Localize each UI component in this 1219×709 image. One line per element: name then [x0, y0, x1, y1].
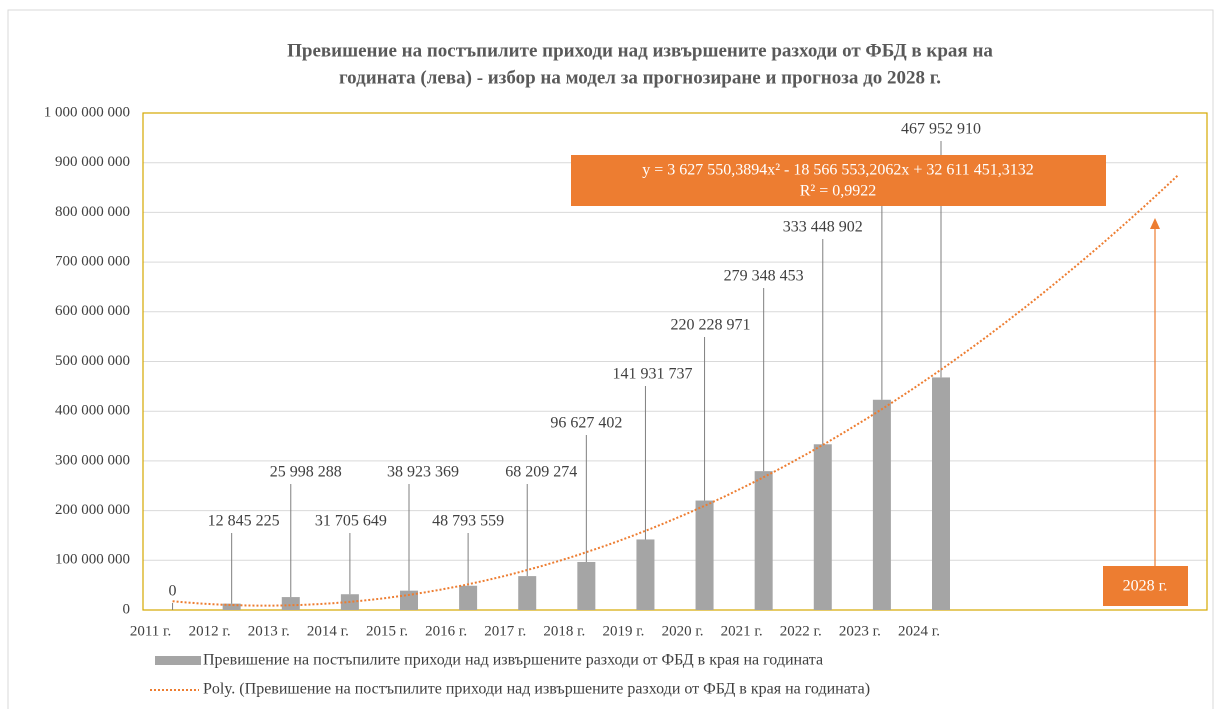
y-tick-label: 600 000 000: [55, 303, 130, 319]
data-label: 68 209 274: [505, 464, 577, 481]
x-tick-label: 2016 г.: [425, 623, 467, 639]
data-label: 31 705 649: [315, 513, 387, 530]
trendline: [172, 175, 1179, 607]
x-tick-label: 2015 г.: [366, 623, 408, 639]
y-tick-label: 800 000 000: [55, 204, 130, 220]
annotation-box: [1103, 566, 1188, 606]
equation-box: [571, 155, 1106, 206]
x-tick-label: 2013 г.: [248, 623, 290, 639]
data-label: 25 998 288: [270, 464, 342, 481]
bar: [813, 444, 832, 610]
x-tick-label: 2014 г.: [307, 623, 349, 639]
y-tick-label: 900 000 000: [55, 154, 130, 170]
data-label: 220 228 971: [671, 317, 751, 334]
x-tick-label: 2017 г.: [484, 623, 526, 639]
data-label: 0: [169, 583, 177, 600]
data-label: 96 627 402: [550, 415, 622, 432]
data-label: 467 952 910: [901, 121, 981, 138]
x-tick-label: 2019 г.: [602, 623, 644, 639]
x-tick-label: 2024 г.: [898, 623, 940, 639]
y-tick-label: 200 000 000: [55, 502, 130, 518]
data-label: 48 793 559: [432, 513, 504, 530]
x-tick-label: 2012 г.: [189, 623, 231, 639]
data-label: 141 931 737: [612, 366, 692, 383]
x-tick-label: 2020 г.: [662, 623, 704, 639]
trend-equation: y = 3 627 550,3894x² - 18 566 553,2062x …: [642, 162, 1034, 179]
annotation: 2028 г.: [1123, 578, 1168, 595]
x-tick-label: 2022 г.: [780, 623, 822, 639]
y-tick-label: 700 000 000: [55, 254, 130, 270]
bar: [872, 399, 891, 610]
bar: [222, 603, 241, 610]
bar: [459, 585, 478, 610]
y-tick-label: 400 000 000: [55, 403, 130, 419]
x-tick-label: 2021 г.: [721, 623, 763, 639]
bar: [754, 471, 773, 610]
trend-r2: R² = 0,9922: [800, 183, 877, 200]
x-tick-label: 2023 г.: [839, 623, 881, 639]
y-tick-label: 100 000 000: [55, 552, 130, 568]
chart-border: [7, 9, 1214, 709]
bar: [577, 561, 596, 610]
chart-title: годината (лева) - избор на модел за прог…: [339, 67, 941, 88]
legend-swatch: [155, 656, 201, 665]
plot-border: [142, 112, 1208, 611]
x-tick-label: 2018 г.: [543, 623, 585, 639]
data-label: 333 448 902: [783, 219, 863, 236]
bar: [695, 500, 714, 610]
legend-label: Poly. (Превишение на постъпилите приходи…: [203, 681, 870, 698]
y-tick-label: 500 000 000: [55, 353, 130, 369]
data-label: 12 845 225: [208, 513, 280, 530]
y-tick-label: 0: [123, 601, 131, 617]
y-tick-label: 300 000 000: [55, 452, 130, 468]
bar: [518, 576, 537, 610]
data-label: 279 348 453: [724, 268, 804, 285]
chart-title: Превишение на постъпилите приходи над из…: [287, 40, 993, 61]
y-tick-label: 1 000 000 000: [44, 104, 130, 120]
legend-label: Превишение на постъпилите приходи над из…: [203, 652, 823, 669]
bar: [281, 597, 300, 610]
bar: [636, 539, 655, 610]
arrow-head: [1150, 218, 1160, 229]
data-label: 38 923 369: [387, 464, 459, 481]
bar: [400, 590, 418, 610]
bar: [932, 377, 950, 610]
x-tick-label: 2011 г.: [130, 623, 171, 639]
